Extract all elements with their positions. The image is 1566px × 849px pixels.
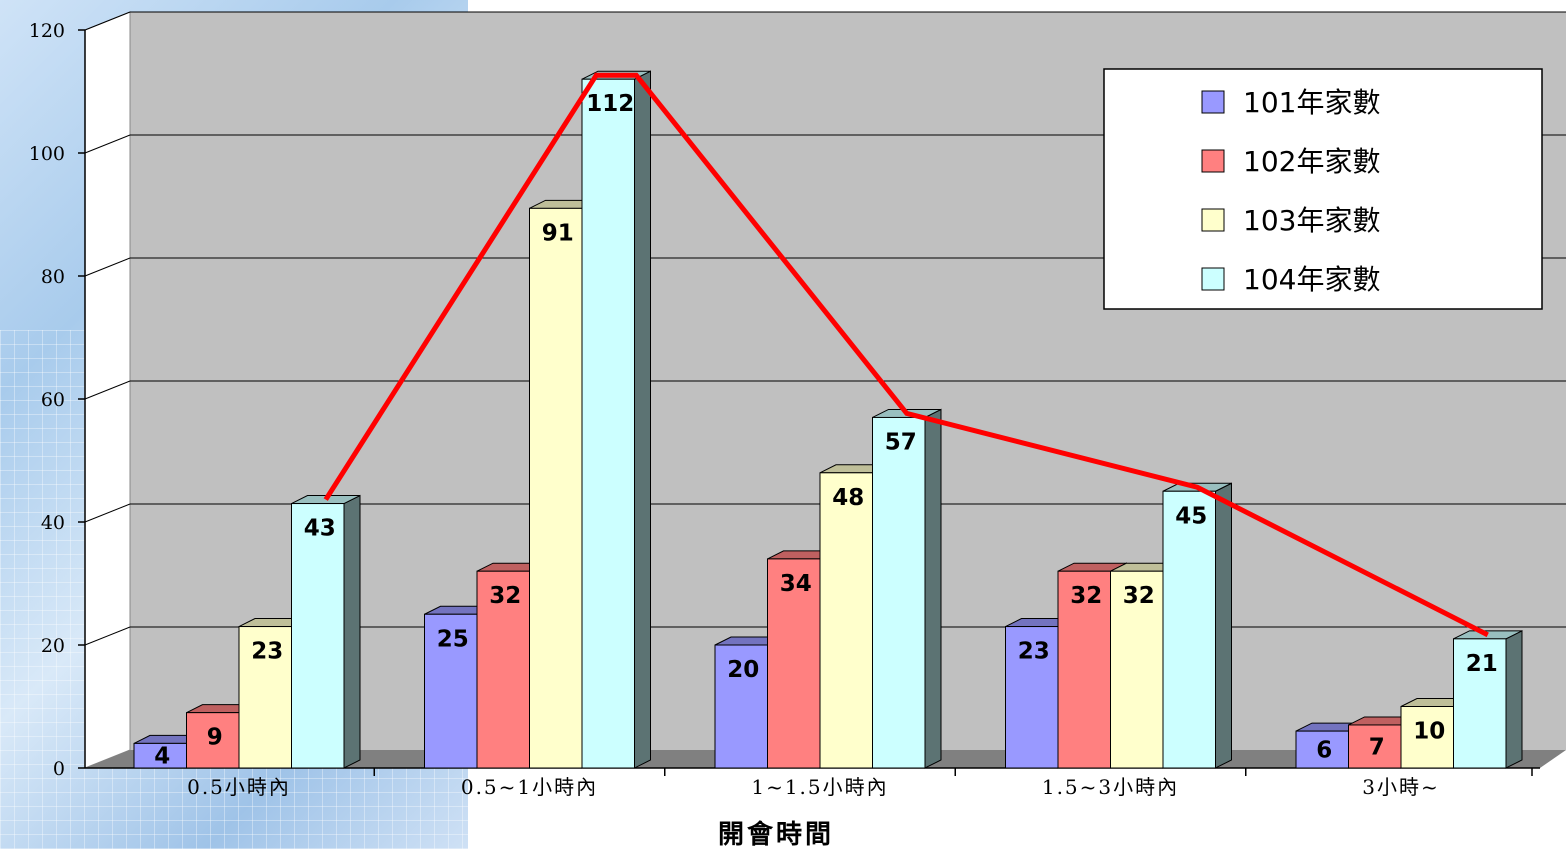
data-label: 34 [780, 571, 812, 597]
legend-box [1103, 68, 1543, 310]
bar-front [1162, 490, 1216, 769]
bar-front [291, 503, 345, 769]
bar-side [1505, 630, 1523, 769]
bar-front [767, 558, 821, 769]
legend-swatch [1201, 149, 1225, 173]
data-label: 20 [727, 657, 759, 683]
data-label: 43 [304, 516, 336, 542]
data-label: 6 [1316, 738, 1332, 764]
bar-front [1348, 724, 1402, 769]
data-label: 32 [1070, 583, 1102, 609]
x-axis-title: 開會時間 [718, 819, 834, 849]
bar-front [1295, 730, 1349, 769]
legend-swatch [1201, 208, 1225, 232]
y-tick-label: 0 [53, 758, 65, 780]
gridline-depth [84, 134, 131, 154]
x-tick-label: 3小時~ [1362, 775, 1439, 799]
bar-side [634, 70, 651, 769]
y-tick-label: 60 [41, 389, 65, 411]
y-tick-label: 40 [41, 512, 65, 534]
bar-front [238, 626, 292, 769]
legend-swatch [1201, 90, 1225, 114]
bar-front [186, 712, 240, 769]
data-label: 25 [437, 626, 469, 652]
data-label: 4 [154, 744, 170, 770]
bar [872, 408, 942, 769]
bar [1453, 630, 1523, 769]
legend-label: 103年家數 [1243, 204, 1380, 237]
bar-front [714, 644, 768, 769]
x-tick-label: 0.5小時內 [187, 775, 291, 799]
x-tick-label: 1~1.5小時內 [751, 775, 888, 799]
gridline-depth [84, 11, 131, 31]
bar-side [924, 408, 942, 769]
bar-front [1400, 706, 1454, 769]
bars [133, 70, 1523, 769]
x-tick-label: 1.5~3小時內 [1042, 775, 1179, 799]
bar-front [872, 416, 926, 769]
data-label: 32 [489, 583, 521, 609]
legend-label: 101年家數 [1243, 86, 1380, 119]
data-label: 48 [832, 485, 864, 511]
legend-label: 104年家數 [1243, 263, 1380, 296]
bar-front [529, 207, 583, 769]
data-label: 32 [1123, 583, 1155, 609]
data-label: 45 [1175, 503, 1207, 529]
trend-polyline [323, 72, 1489, 638]
data-label: 57 [885, 429, 917, 455]
bar [1162, 482, 1232, 769]
bar-side [343, 494, 361, 769]
data-label: 91 [542, 220, 574, 246]
legend: 101年家數 102年家數 103年家數 104年家數 [1103, 68, 1543, 310]
data-label: 7 [1369, 734, 1385, 760]
bar-front [476, 570, 530, 769]
data-label: 23 [1018, 639, 1050, 665]
bar-front [1110, 570, 1164, 769]
bar [291, 494, 361, 769]
y-tick-label: 20 [41, 635, 65, 657]
bar [1348, 716, 1418, 769]
gridline-depth [84, 503, 131, 523]
bar-front [424, 613, 478, 769]
x-axis: 0.5小時內 0.5~1小時內 1~1.5小時內 1.5~3小時內 3小時~ [187, 768, 1533, 799]
bar-front [819, 472, 873, 769]
legend-label: 102年家數 [1243, 145, 1380, 178]
y-tick-label: 80 [41, 266, 65, 288]
bar-side [1215, 482, 1232, 769]
data-label: 9 [207, 725, 223, 751]
trend-line [323, 72, 1489, 638]
data-label: 112 [586, 91, 634, 117]
bar-front [1057, 570, 1111, 769]
bar-front [581, 78, 635, 769]
data-label: 21 [1466, 651, 1498, 677]
bar-front [1005, 626, 1059, 769]
gridline-depth [84, 257, 131, 277]
y-tick-label: 120 [29, 20, 65, 42]
gridline-depth [84, 380, 131, 400]
gridline-depth [84, 626, 131, 646]
x-tick-label: 0.5~1小時內 [461, 775, 598, 799]
bar-front [1453, 638, 1507, 769]
data-label: 10 [1413, 719, 1445, 745]
data-labels: 4 9 23 43 25 32 91 112 20 34 48 57 23 32 32 45 6 7 10 21 [154, 91, 1498, 770]
legend-swatch [1201, 267, 1225, 291]
data-label: 23 [251, 639, 283, 665]
bar [581, 70, 651, 769]
y-tick-label: 100 [29, 143, 65, 165]
